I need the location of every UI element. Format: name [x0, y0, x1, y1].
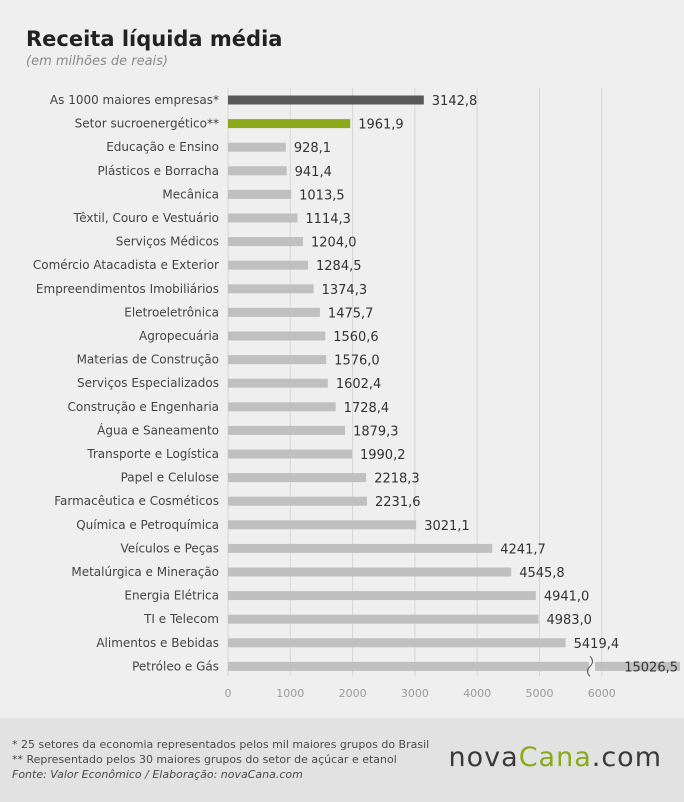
category-label: Empreendimentos Imobiliários: [36, 282, 219, 296]
bar: [228, 567, 512, 577]
bar: [228, 614, 539, 624]
axis-break-gap: [589, 657, 595, 676]
value-label: 1961,9: [358, 118, 404, 133]
category-label: Agropecuária: [139, 329, 219, 343]
bar: [228, 166, 287, 176]
value-label: 1284,5: [316, 259, 362, 274]
value-label: 3021,1: [424, 519, 470, 534]
value-label: 1013,5: [299, 188, 345, 203]
bar: [228, 331, 326, 341]
category-label: As 1000 maiores empresas*: [50, 93, 219, 107]
value-label: 1475,7: [328, 306, 374, 321]
category-label: Transporte e Logística: [86, 447, 219, 461]
bar: [228, 520, 417, 530]
axis-break-icon: [587, 656, 593, 677]
category-label: Têxtil, Couro e Vestuário: [73, 211, 219, 225]
bar: [228, 425, 346, 435]
value-label: 928,1: [294, 141, 331, 156]
bar: [228, 119, 351, 129]
bar: [228, 284, 314, 294]
brand-part-3: .com: [591, 742, 662, 773]
bar: [228, 473, 367, 483]
value-label: 1576,0: [334, 354, 380, 369]
value-label: 1602,4: [336, 377, 382, 392]
x-tick-label: 6000: [588, 687, 616, 700]
bar: [228, 591, 536, 601]
category-label: Veículos e Peças: [120, 541, 219, 555]
category-label: Alimentos e Bebidas: [96, 636, 219, 650]
bar: [228, 213, 298, 223]
value-label: 3142,8: [432, 94, 478, 109]
bar: [228, 449, 352, 459]
value-label: 1728,4: [344, 401, 390, 416]
category-label: Mecânica: [162, 187, 219, 201]
value-label: 4983,0: [546, 613, 592, 628]
bar: [228, 661, 680, 671]
value-label: 4241,7: [500, 542, 546, 557]
value-label: 5419,4: [574, 637, 620, 652]
brand-part-1: nova: [448, 742, 519, 773]
category-label: Química e Petroquímica: [76, 518, 219, 532]
bar: [228, 543, 493, 553]
value-label: 2218,3: [374, 472, 420, 487]
x-tick-label: 3000: [401, 687, 429, 700]
bar: [228, 378, 328, 388]
brand-part-2: Cana: [518, 742, 592, 773]
bar: [228, 638, 566, 648]
category-label: Energia Elétrica: [124, 589, 219, 603]
source-note: Fonte: Valor Econômico / Elaboração: nov…: [12, 768, 303, 781]
category-label: Educação e Ensino: [106, 140, 219, 154]
category-label: Eletroeletrônica: [124, 305, 219, 319]
value-label: 4941,0: [544, 590, 590, 605]
value-label: 15026,5: [624, 660, 678, 675]
footnote-2: ** Representado pelos 30 maiores grupos …: [12, 753, 397, 766]
category-label: Construção e Engenharia: [68, 400, 220, 414]
value-label: 2231,6: [375, 495, 421, 510]
x-tick-label: 4000: [463, 687, 491, 700]
footer: * 25 setores da economia representados p…: [0, 718, 684, 802]
bar-chart: 0 1000 2000 3000 4000 5000 6000 As 1000 maiores…: [33, 88, 680, 700]
category-label: TI e Telecom: [143, 612, 219, 626]
bar: [228, 260, 309, 270]
value-label: 1114,3: [305, 212, 351, 227]
category-label: Metalúrgica e Mineração: [71, 565, 219, 579]
category-label: Comércio Atacadista e Exterior: [33, 258, 219, 272]
brand-logo: novaCana.com: [449, 742, 662, 773]
value-label: 941,4: [295, 165, 332, 180]
value-label: 1879,3: [353, 424, 399, 439]
chart-subtitle: (em milhões de reais): [26, 54, 168, 69]
value-label: 4545,8: [519, 566, 565, 581]
bar: [228, 189, 292, 199]
x-tick-label: 5000: [526, 687, 554, 700]
bar: [228, 95, 424, 105]
chart-title: Receita líquida média: [26, 27, 283, 51]
x-tick-label: 2000: [339, 687, 367, 700]
bar: [228, 237, 304, 247]
x-tick-label: 0: [225, 687, 232, 700]
bar: [228, 307, 320, 317]
value-label: 1204,0: [311, 236, 357, 251]
category-label: Papel e Celulose: [121, 471, 219, 485]
category-label: Petróleo e Gás: [132, 659, 219, 673]
bar: [228, 402, 336, 412]
value-label: 1990,2: [360, 448, 406, 463]
category-label: Serviços Especializados: [77, 376, 219, 390]
category-label: Água e Saneamento: [97, 422, 219, 437]
category-label: Serviços Médicos: [116, 235, 219, 249]
footnote-1: * 25 setores da economia representados p…: [12, 738, 430, 751]
category-label: Farmacêutica e Cosméticos: [54, 494, 219, 508]
category-label: Setor sucroenergético**: [75, 117, 219, 131]
bar: [228, 142, 286, 152]
value-label: 1560,6: [333, 330, 379, 345]
bar: [228, 496, 368, 506]
category-label: Materias de Construção: [77, 353, 219, 367]
x-tick-label: 1000: [276, 687, 304, 700]
bar: [228, 355, 327, 365]
value-label: 1374,3: [322, 283, 368, 298]
category-label: Plásticos e Borracha: [97, 164, 219, 178]
